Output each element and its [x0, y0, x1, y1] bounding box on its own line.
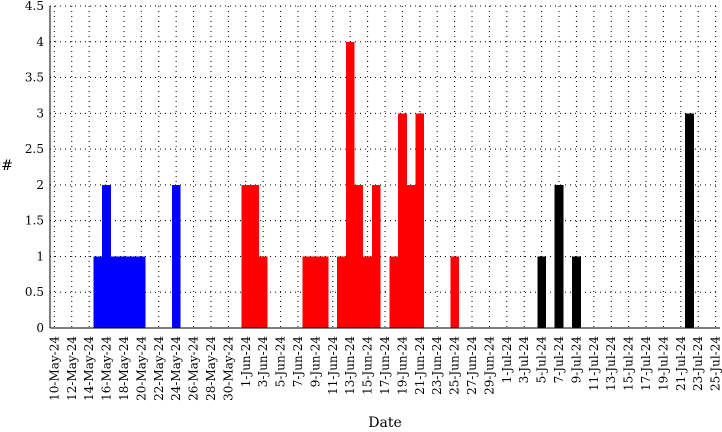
- x-tick-label: 22-May-24: [152, 336, 166, 401]
- x-tick-label: 25-Jun-24: [448, 336, 462, 395]
- y-tick-label: 1: [36, 249, 44, 263]
- bar: [398, 113, 407, 328]
- x-tick-label: 30-May-24: [221, 336, 235, 401]
- x-tick-label: 3-Jun-24: [256, 336, 270, 388]
- axes: [49, 6, 720, 329]
- bar: [258, 256, 268, 328]
- x-tick-label: 21-Jun-24: [413, 336, 427, 395]
- x-tick-label: 19-Jul-24: [656, 336, 670, 391]
- y-axis-title: #: [1, 158, 13, 174]
- x-tick-label: 7-Jun-24: [291, 336, 305, 388]
- x-tick-label: 20-May-24: [134, 336, 148, 401]
- x-tick-label: 17-Jul-24: [639, 336, 653, 391]
- x-tick-label: 23-Jun-24: [430, 336, 444, 395]
- y-tick-label: 0.5: [25, 285, 44, 299]
- bar: [311, 256, 320, 328]
- x-tick-label: 23-Jul-24: [691, 336, 705, 391]
- bar: [345, 41, 355, 329]
- grid: [50, 5, 720, 328]
- x-tick-label: 7-Jul-24: [552, 336, 566, 384]
- x-tick-label: 15-Jun-24: [361, 336, 375, 395]
- bar: [537, 256, 546, 328]
- x-tick-label: 12-May-24: [65, 336, 79, 401]
- x-tick-label: 16-May-24: [100, 336, 114, 401]
- bar: [250, 184, 259, 328]
- bar: [102, 184, 111, 328]
- x-axis-title: Date: [368, 415, 401, 431]
- x-tick-labels: 10-May-24 12-May-24 14-May-24 16-May-24 18-M…: [47, 336, 722, 401]
- bar: [450, 256, 459, 328]
- y-tick-label: 1.5: [25, 214, 44, 228]
- y-tick-label: 4.5: [25, 0, 44, 13]
- bar: [119, 256, 129, 328]
- x-tick-label: 1-Jul-24: [500, 336, 514, 384]
- x-tick-label: 27-Jun-24: [465, 336, 479, 395]
- bar: [171, 184, 181, 328]
- bar: [572, 256, 581, 328]
- bar: [554, 184, 564, 328]
- bar: [319, 256, 329, 328]
- bar: [302, 256, 312, 328]
- bar: [685, 113, 694, 328]
- y-tick-labels: 0 0.5 1 1.5 2 2.5 3 3.5 4 4.5: [25, 0, 44, 335]
- x-tick-label: 28-May-24: [204, 336, 218, 401]
- x-tick-label: 14-May-24: [82, 336, 96, 401]
- x-tick-label: 29-Jun-24: [482, 336, 496, 395]
- bars: [93, 41, 694, 329]
- x-tick-label: 9-Jul-24: [569, 336, 583, 384]
- bar: [137, 256, 146, 328]
- x-tick-label: 26-May-24: [187, 336, 201, 401]
- x-tick-label: 1-Jun-24: [239, 336, 253, 388]
- x-tick-label: 13-Jun-24: [343, 336, 357, 395]
- x-tick-label: 5-Jul-24: [535, 336, 549, 384]
- x-tick-label: 3-Jul-24: [517, 336, 531, 384]
- bar: [110, 256, 120, 328]
- y-tick-label: 0: [36, 321, 44, 335]
- x-tick-label: 19-Jun-24: [395, 336, 409, 395]
- bar: [389, 256, 399, 328]
- x-tick-label: 18-May-24: [117, 336, 131, 401]
- x-tick-label: 21-Jul-24: [674, 336, 688, 391]
- y-tick-label: 2: [36, 178, 44, 192]
- y-tick-label: 2.5: [25, 142, 44, 156]
- x-tick-label: 5-Jun-24: [274, 336, 288, 388]
- bar: [363, 256, 372, 328]
- x-tick-label: 11-Jul-24: [587, 336, 601, 391]
- x-tick-label: 10-May-24: [47, 336, 61, 401]
- bar: [128, 256, 138, 328]
- y-tick-label: 3.5: [25, 71, 44, 85]
- x-tick-label: 24-May-24: [169, 336, 183, 401]
- x-tick-label: 13-Jul-24: [604, 336, 618, 391]
- bar: [406, 184, 416, 328]
- y-tick-label: 3: [36, 106, 44, 120]
- x-tick-label: 9-Jun-24: [308, 336, 322, 388]
- bar: [241, 184, 251, 328]
- x-tick-label: 11-Jun-24: [326, 336, 340, 395]
- bar: [415, 113, 425, 328]
- y-tick-label: 4: [36, 35, 44, 49]
- bar: [371, 184, 381, 328]
- x-tick-label: 17-Jun-24: [378, 336, 392, 395]
- x-tick-label: 15-Jul-24: [622, 336, 636, 391]
- x-tick-label: 25-Jul-24: [709, 336, 722, 391]
- bar: [93, 256, 103, 328]
- bar: [354, 184, 364, 328]
- bar: [337, 256, 346, 328]
